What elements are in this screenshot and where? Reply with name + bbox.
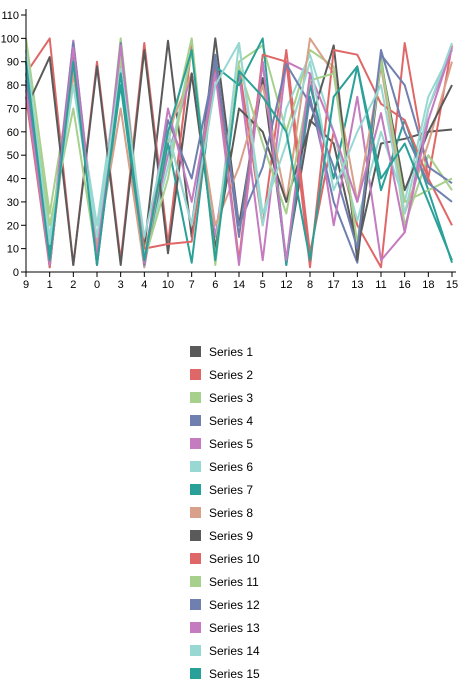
y-tick-label: 100 bbox=[1, 33, 19, 45]
y-tick-label: 50 bbox=[7, 150, 19, 162]
legend-item: Series 11 bbox=[190, 570, 260, 593]
legend-label: Series 5 bbox=[209, 436, 254, 451]
legend-swatch bbox=[190, 438, 201, 449]
x-tick-label: 18 bbox=[422, 279, 434, 291]
legend-swatch bbox=[190, 507, 201, 518]
legend-label: Series 10 bbox=[209, 551, 260, 566]
y-tick-label: 20 bbox=[7, 220, 19, 232]
x-tick-label: 11 bbox=[375, 279, 386, 291]
legend-item: Series 9 bbox=[190, 524, 260, 547]
legend-item: Series 10 bbox=[190, 547, 260, 570]
legend-swatch bbox=[190, 576, 201, 587]
legend-swatch bbox=[190, 484, 201, 495]
legend-label: Series 1 bbox=[209, 344, 254, 359]
x-tick-label: 10 bbox=[162, 279, 174, 291]
y-tick-label: 30 bbox=[7, 197, 19, 209]
series-line-15 bbox=[25, 49, 453, 266]
legend-item: Series 13 bbox=[190, 616, 260, 639]
x-tick-label: 8 bbox=[307, 279, 313, 291]
y-tick-label: 10 bbox=[7, 244, 19, 256]
x-tick-label: 4 bbox=[141, 279, 147, 291]
legend-item: Series 14 bbox=[190, 639, 260, 662]
legend-swatch bbox=[190, 369, 201, 380]
x-tick-label: 16 bbox=[399, 279, 411, 291]
legend-swatch bbox=[190, 530, 201, 541]
x-tick-label: 0 bbox=[94, 279, 100, 291]
y-tick-label: 0 bbox=[13, 267, 19, 279]
legend-item: Series 7 bbox=[190, 478, 260, 501]
x-tick-label: 14 bbox=[233, 279, 245, 291]
x-tick-label: 13 bbox=[351, 279, 363, 291]
x-tick-label: 3 bbox=[118, 279, 124, 291]
y-tick-label: 110 bbox=[1, 10, 19, 22]
legend-label: Series 3 bbox=[209, 390, 254, 405]
x-tick-label: 12 bbox=[280, 279, 292, 291]
legend-item: Series 3 bbox=[190, 386, 260, 409]
y-tick-label: 70 bbox=[7, 103, 19, 115]
legend-item: Series 1 bbox=[190, 340, 260, 363]
x-tick-label: 17 bbox=[328, 279, 340, 291]
legend-label: Series 8 bbox=[209, 505, 254, 520]
legend-item: Series 2 bbox=[190, 363, 260, 386]
x-tick-label: 2 bbox=[70, 279, 76, 291]
legend-swatch bbox=[190, 599, 201, 610]
legend-label: Series 7 bbox=[209, 482, 254, 497]
legend-item: Series 6 bbox=[190, 455, 260, 478]
legend-item: Series 12 bbox=[190, 593, 260, 616]
legend-item: Series 15 bbox=[190, 662, 260, 685]
x-tick-label: 5 bbox=[260, 279, 266, 291]
x-tick-label: 1 bbox=[47, 279, 53, 291]
legend-label: Series 4 bbox=[209, 413, 254, 428]
legend-label: Series 14 bbox=[209, 643, 260, 658]
legend-label: Series 13 bbox=[209, 620, 260, 635]
legend-swatch bbox=[190, 668, 201, 679]
x-tick-label: 15 bbox=[446, 279, 458, 291]
series-lines bbox=[25, 37, 453, 269]
x-tick-label: 6 bbox=[212, 279, 218, 291]
legend-item: Series 8 bbox=[190, 501, 260, 524]
legend-swatch bbox=[190, 645, 201, 656]
legend-item: Series 4 bbox=[190, 409, 260, 432]
y-tick-label: 80 bbox=[7, 80, 19, 92]
x-tick-label: 7 bbox=[189, 279, 195, 291]
legend-label: Series 2 bbox=[209, 367, 254, 382]
legend-label: Series 12 bbox=[209, 597, 260, 612]
y-tick-label: 60 bbox=[7, 127, 19, 139]
legend-item: Series 5 bbox=[190, 432, 260, 455]
legend-label: Series 6 bbox=[209, 459, 254, 474]
legend-swatch bbox=[190, 415, 201, 426]
legend: Series 1 Series 2 Series 3 Series 4 Series 5… bbox=[190, 340, 260, 685]
legend-swatch bbox=[190, 622, 201, 633]
y-tick-label: 40 bbox=[7, 174, 19, 186]
legend-swatch bbox=[190, 553, 201, 564]
legend-label: Series 15 bbox=[209, 666, 260, 681]
series-line-14 bbox=[25, 42, 453, 245]
legend-swatch bbox=[190, 461, 201, 472]
legend-label: Series 11 bbox=[209, 574, 259, 589]
legend-swatch bbox=[190, 392, 201, 403]
legend-swatch bbox=[190, 346, 201, 357]
legend-label: Series 9 bbox=[209, 528, 254, 543]
y-tick-label: 90 bbox=[7, 57, 19, 69]
x-tick-label: 9 bbox=[23, 279, 29, 291]
